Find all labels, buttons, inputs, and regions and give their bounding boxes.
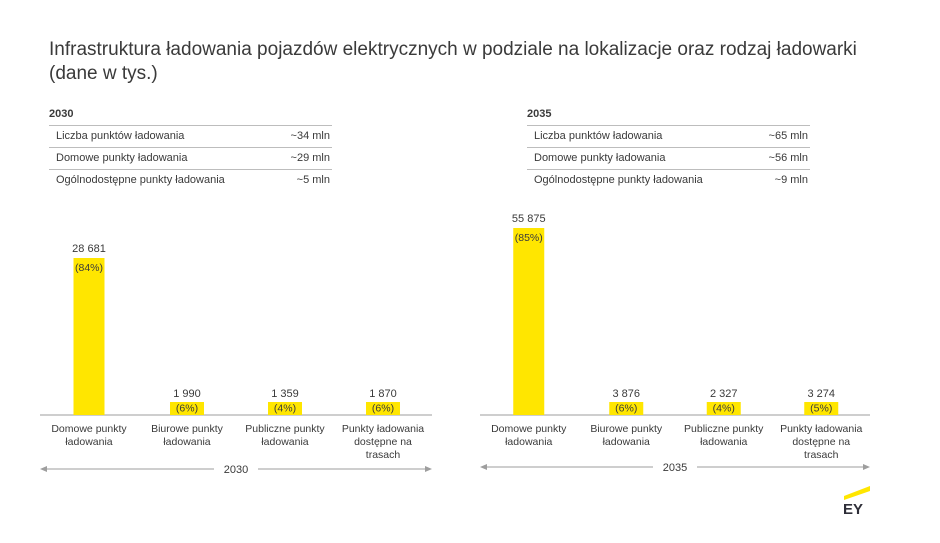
summary-row: Liczba punktów ładowania ~65 mln bbox=[527, 126, 810, 148]
percent-label: (85%) bbox=[515, 232, 543, 244]
category-label: Publiczne punkty ładowania bbox=[245, 423, 325, 448]
category-label-line: Biurowe punkty bbox=[151, 423, 224, 435]
page-title: Infrastruktura ładowania pojazdów elektr… bbox=[49, 39, 857, 84]
value-label: 2 327 bbox=[710, 388, 738, 400]
category-label: Domowe punkty ładowania bbox=[491, 423, 567, 448]
percent-label: (84%) bbox=[75, 262, 103, 274]
category-label-line: Punkty ładowania bbox=[780, 423, 862, 435]
summary-row-label: Ogólnodostępne punkty ładowania bbox=[534, 174, 703, 186]
summary-row: Ogólnodostępne punkty ładowania ~5 mln bbox=[49, 170, 332, 191]
arrow-right-icon bbox=[863, 464, 870, 470]
category-label: Biurowe punkty ładowania bbox=[590, 423, 663, 448]
arrow-right-icon bbox=[425, 466, 432, 472]
bar bbox=[170, 402, 204, 415]
logo-text: EY bbox=[843, 501, 863, 516]
bar bbox=[73, 258, 105, 415]
timeline-year-label: 2030 bbox=[224, 464, 248, 476]
summary-row: Domowe punkty ładowania ~29 mln bbox=[49, 148, 332, 170]
category-label-line: dostępne na bbox=[354, 436, 412, 448]
category-label-line: trasach bbox=[804, 449, 839, 461]
summary-row-value: ~56 mln bbox=[768, 152, 808, 164]
category-label: Publiczne punkty ładowania bbox=[684, 423, 764, 448]
category-label-line: ładowania bbox=[700, 436, 747, 448]
summary-table-2035: 2035 Liczba punktów ładowania ~65 mln Do… bbox=[527, 108, 810, 191]
value-label: 1 870 bbox=[369, 388, 397, 400]
bar bbox=[804, 402, 839, 415]
category-label: Biurowe punkty ładowania bbox=[151, 423, 224, 448]
ey-logo-icon: EY bbox=[843, 486, 870, 516]
category-label-line: dostępne na bbox=[792, 436, 850, 448]
value-label: 1 990 bbox=[173, 388, 201, 400]
category-label-line: ładowania bbox=[603, 436, 650, 448]
value-label: 28 681 bbox=[72, 243, 106, 255]
category-label-line: trasach bbox=[366, 449, 401, 461]
bar bbox=[366, 402, 400, 415]
summary-row-label: Liczba punktów ładowania bbox=[56, 130, 185, 142]
category-label-line: Punkty ładowania bbox=[342, 423, 424, 435]
category-label-line: Publiczne punkty bbox=[245, 423, 325, 435]
summary-table-2030: 2030 Liczba punktów ładowania ~34 mln Do… bbox=[49, 108, 332, 191]
bar bbox=[706, 402, 741, 415]
arrow-left-icon bbox=[40, 466, 47, 472]
bar bbox=[609, 402, 644, 415]
summary-row-label: Domowe punkty ładowania bbox=[534, 152, 666, 164]
percent-label: (6%) bbox=[176, 403, 198, 415]
summary-row: Liczba punktów ładowania ~34 mln bbox=[49, 126, 332, 148]
summary-row-value: ~29 mln bbox=[290, 152, 330, 164]
summary-row-label: Liczba punktów ładowania bbox=[534, 130, 663, 142]
summary-row-label: Ogólnodostępne punkty ładowania bbox=[56, 174, 225, 186]
bar bbox=[513, 228, 545, 415]
value-label: 1 359 bbox=[271, 388, 299, 400]
value-label: 3 274 bbox=[807, 388, 835, 400]
summary-row: Domowe punkty ładowania ~56 mln bbox=[527, 148, 810, 170]
summary-row-value: ~5 mln bbox=[296, 174, 330, 186]
percent-label: (6%) bbox=[615, 403, 637, 415]
category-label-line: Publiczne punkty bbox=[684, 423, 764, 435]
arrow-left-icon bbox=[480, 464, 487, 470]
category-label: Domowe punkty ładowania bbox=[51, 423, 127, 448]
summary-row-value: ~65 mln bbox=[768, 130, 808, 142]
category-label-line: Domowe punkty bbox=[51, 423, 127, 435]
summary-row-value: ~9 mln bbox=[774, 174, 808, 186]
category-label-line: Biurowe punkty bbox=[590, 423, 663, 435]
percent-label: (6%) bbox=[372, 403, 394, 415]
category-label-line: ładowania bbox=[163, 436, 210, 448]
category-label-line: Domowe punkty bbox=[491, 423, 567, 435]
percent-label: (5%) bbox=[810, 403, 832, 415]
category-label-line: ładowania bbox=[65, 436, 112, 448]
summary-year: 2030 bbox=[49, 108, 332, 126]
category-label-line: ładowania bbox=[261, 436, 308, 448]
value-label: 55 875 bbox=[512, 213, 546, 225]
category-label-line: ładowania bbox=[505, 436, 552, 448]
timeline-year-label: 2035 bbox=[663, 462, 687, 474]
summary-row: Ogólnodostępne punkty ładowania ~9 mln bbox=[527, 170, 810, 191]
summary-row-label: Domowe punkty ładowania bbox=[56, 152, 188, 164]
summary-row-value: ~34 mln bbox=[290, 130, 330, 142]
value-label: 3 876 bbox=[612, 388, 640, 400]
percent-label: (4%) bbox=[274, 403, 296, 415]
summary-year: 2035 bbox=[527, 108, 810, 126]
category-label: Punkty ładowania dostępne na trasach bbox=[342, 423, 424, 461]
bar bbox=[268, 402, 302, 415]
percent-label: (4%) bbox=[713, 403, 735, 415]
category-label: Punkty ładowania dostępne na trasach bbox=[780, 423, 862, 461]
